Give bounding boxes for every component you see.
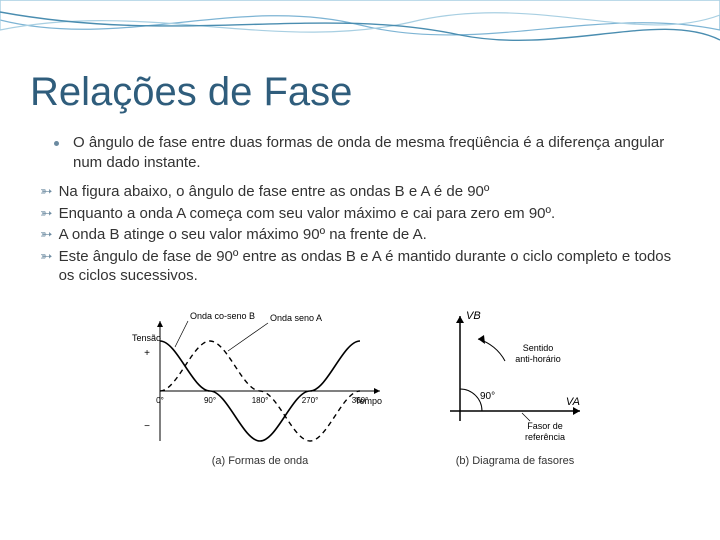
phasor-diagram: 90° VB VA Sentido anti-horário Fasor de … [430, 301, 600, 451]
y-axis-label: Tensão [132, 333, 161, 343]
intro-text: O ângulo de fase entre duas formas de on… [73, 133, 690, 172]
angle-arc [460, 389, 482, 411]
y-plus-label: + [144, 348, 150, 359]
bullet-marker-icon: ➳ [40, 182, 53, 202]
xtick-0: 0° [156, 396, 164, 405]
diagram-b-caption: (b) Diagrama de fasores [456, 455, 575, 467]
xtick-3: 270° [302, 396, 319, 405]
y-minus-label: − [144, 421, 150, 432]
ref-label-line1: Fasor de [527, 421, 563, 431]
slide-title: Relações de Fase [30, 70, 690, 115]
phasor-y-arrow-icon [456, 316, 464, 323]
rotation-arrowhead-icon [478, 335, 485, 344]
bullet-text: Enquanto a onda A começa com seu valor m… [59, 204, 556, 224]
bullet-item: ➳ Este ângulo de fase de 90º entre as on… [40, 247, 690, 286]
bullet-marker-icon: ➳ [40, 247, 53, 267]
va-label: VA [566, 396, 580, 408]
xtick-2: 180° [252, 396, 269, 405]
phasor-x-arrow-icon [573, 407, 580, 415]
bullet-list: ➳ Na figura abaixo, o ângulo de fase ent… [30, 182, 690, 286]
bullet-text: Este ângulo de fase de 90º entre as onda… [59, 247, 690, 286]
vb-label: VB [466, 310, 481, 322]
intro-row: O ângulo de fase entre duas formas de on… [30, 133, 690, 172]
bullet-item: ➳ Na figura abaixo, o ângulo de fase ent… [40, 182, 690, 202]
rotation-arrow-icon [478, 339, 505, 361]
ref-label-line2: referência [525, 432, 565, 442]
xtick-4: 360° [352, 396, 369, 405]
curve-b-pointer [175, 321, 188, 347]
angle-label: 90° [480, 391, 495, 402]
rotation-label-line1: Sentido [523, 343, 554, 353]
diagram-row: + − Tensão Tempo 0° 90° 180° 270° 360° O… [30, 301, 690, 467]
xtick-1: 90° [204, 396, 216, 405]
bullet-item: ➳ Enquanto a onda A começa com seu valor… [40, 204, 690, 224]
bullet-text: A onda B atinge o seu valor máximo 90º n… [59, 225, 427, 245]
bullet-text: Na figura abaixo, o ângulo de fase entre… [59, 182, 490, 202]
ref-pointer [522, 413, 530, 421]
curve-a-label: Onda seno A [270, 313, 322, 323]
curve-a-pointer [228, 323, 268, 351]
bullet-item: ➳ A onda B atinge o seu valor máximo 90º… [40, 225, 690, 245]
bullet-marker-icon: ➳ [40, 225, 53, 245]
waveform-diagram: + − Tensão Tempo 0° 90° 180° 270° 360° O… [120, 301, 400, 451]
x-axis-arrow-icon [374, 388, 380, 394]
curve-b-label: Onda co-seno B [190, 311, 255, 321]
diagram-b-box: 90° VB VA Sentido anti-horário Fasor de … [430, 301, 600, 467]
diagram-a-box: + − Tensão Tempo 0° 90° 180° 270° 360° O… [120, 301, 400, 467]
bullet-marker-icon: ➳ [40, 204, 53, 224]
diagram-a-caption: (a) Formas de onda [212, 455, 309, 467]
y-axis-arrow-icon [157, 321, 163, 327]
intro-bullet-icon [54, 141, 59, 146]
rotation-label-line2: anti-horário [515, 354, 561, 364]
slide-content: Relações de Fase O ângulo de fase entre … [0, 0, 720, 467]
